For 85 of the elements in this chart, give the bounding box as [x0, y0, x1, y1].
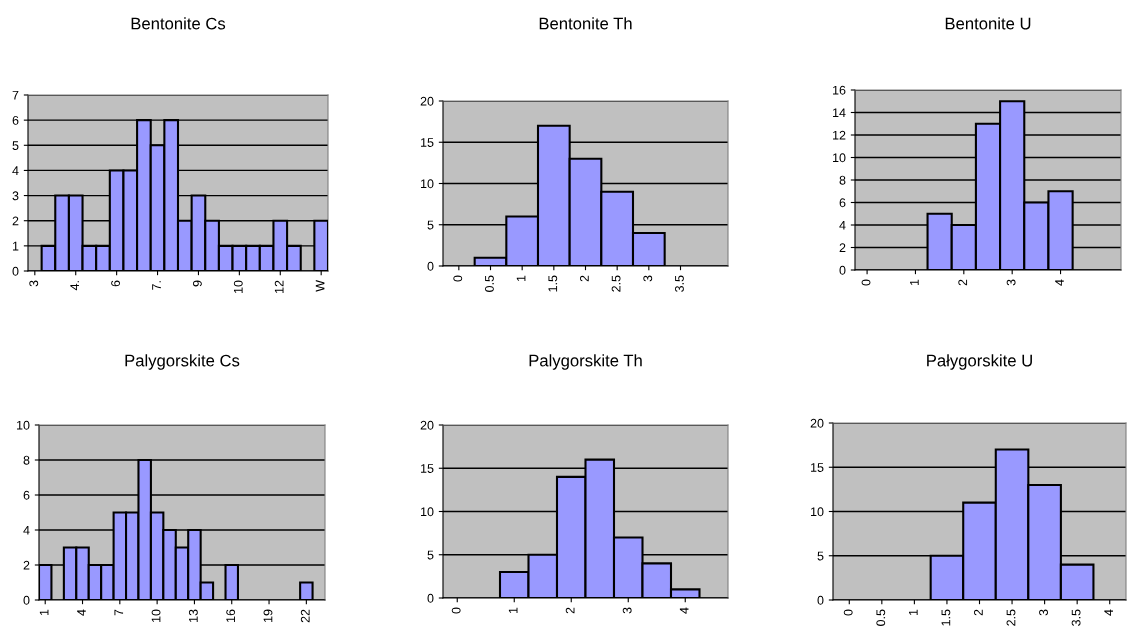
y-tick-label: 8: [23, 455, 30, 465]
y-tick-label: 10: [811, 507, 824, 517]
chart-title: Bentonite U: [945, 17, 1031, 30]
y-tick-label: 6: [23, 490, 30, 500]
y-tick-label: 10: [421, 179, 434, 189]
y-tick-label: 5: [12, 141, 19, 150]
x-tick-label: 0.5: [876, 609, 886, 626]
y-tick-label: 0: [427, 261, 434, 271]
y-tick-label: 20: [420, 420, 434, 430]
y-tick-label: 3: [12, 191, 19, 201]
x-tick-label: 10: [151, 609, 161, 622]
y-tick-label: 0: [23, 595, 30, 605]
chart-title: Bentonite Cs: [131, 17, 226, 30]
y-tick-label: 20: [420, 96, 434, 106]
x-tick-label: 4.: [70, 281, 79, 291]
x-tick-label: 7.: [152, 281, 161, 290]
x-tick-label: W: [315, 280, 325, 292]
chart-title: Palygorskite Th: [529, 354, 642, 370]
x-tick-label: 6: [111, 280, 120, 287]
y-tick-label: 4: [839, 220, 846, 230]
y-tick-label: 6: [839, 198, 846, 208]
y-tick-label: 5: [817, 551, 824, 561]
x-tick-label: 0: [453, 275, 463, 282]
chart-title: Bentonite Th: [539, 17, 632, 30]
x-tick-label: 2.5: [611, 275, 621, 292]
y-tick-label: 10: [421, 507, 434, 517]
x-tick-label: 2: [565, 607, 575, 614]
x-tick-label: 3: [643, 275, 653, 282]
x-tick-label: 9: [192, 280, 202, 287]
x-tick-label: 2.5: [1006, 609, 1016, 626]
x-tick-label: 1.5: [941, 609, 951, 626]
x-tick-label: 4: [77, 609, 86, 616]
x-tick-label: 13: [188, 609, 198, 622]
x-tick-label: 1: [516, 275, 526, 282]
y-tick-label: 20: [810, 418, 824, 428]
x-tick-label: 2: [974, 609, 983, 616]
y-tick-label: 15: [421, 464, 434, 473]
x-tick-label: 2: [958, 279, 968, 286]
y-tick-label: 4: [12, 166, 19, 175]
y-tick-label: 0: [839, 265, 846, 275]
y-tick-label: 2: [23, 560, 30, 570]
x-tick-label: 7: [114, 609, 124, 616]
x-tick-label: 3.5: [1071, 609, 1081, 626]
x-tick-label: 1: [910, 279, 919, 286]
x-tick-label: 4: [679, 607, 689, 614]
x-tick-label: 0.5: [485, 275, 494, 292]
x-tick-label: 4: [1055, 279, 1064, 286]
x-tick-label: 4: [1104, 609, 1113, 616]
x-tick-label: 0: [861, 279, 871, 286]
x-tick-label: 16: [226, 609, 236, 622]
y-tick-label: 15: [811, 463, 824, 472]
y-tick-label: 10: [17, 420, 30, 430]
y-tick-label: 10: [833, 153, 846, 163]
y-tick-label: 7: [12, 90, 19, 100]
x-tick-label: 1: [909, 609, 918, 616]
x-tick-label: 19: [263, 609, 273, 622]
y-tick-label: 14: [833, 108, 846, 118]
y-tick-label: 0: [817, 595, 824, 605]
x-tick-label: 0: [451, 607, 461, 614]
x-tick-label: 1.5: [548, 275, 558, 292]
x-tick-label: 3: [1006, 279, 1016, 286]
y-tick-label: 6: [12, 115, 19, 125]
y-tick-label: 16: [833, 85, 846, 95]
y-tick-label: 4: [23, 525, 30, 535]
y-tick-label: 0: [427, 593, 434, 603]
y-tick-label: 2: [839, 243, 846, 253]
x-tick-label: 1: [39, 609, 49, 616]
y-tick-label: 8: [839, 175, 846, 185]
x-tick-label: 3.5: [675, 275, 684, 292]
y-tick-label: 5: [427, 220, 434, 230]
x-tick-label: 3: [622, 607, 632, 614]
x-tick-label: 2: [580, 275, 589, 282]
chart-title: Palygorskite Cs: [125, 354, 240, 370]
x-tick-label: 3: [29, 280, 39, 287]
y-tick-label: 1: [12, 241, 19, 251]
y-tick-label: 2: [12, 216, 19, 226]
y-tick-label: 15: [421, 138, 434, 147]
y-tick-label: 5: [427, 550, 434, 560]
y-tick-label: 12: [833, 130, 846, 140]
x-tick-label: 22: [300, 609, 310, 623]
x-tick-label: 1: [508, 607, 518, 614]
x-tick-label: 12: [274, 280, 284, 293]
chart-title: Pałygorskite U: [927, 354, 1032, 370]
x-tick-label: 10: [233, 280, 243, 293]
x-tick-label: 3: [1039, 609, 1048, 616]
